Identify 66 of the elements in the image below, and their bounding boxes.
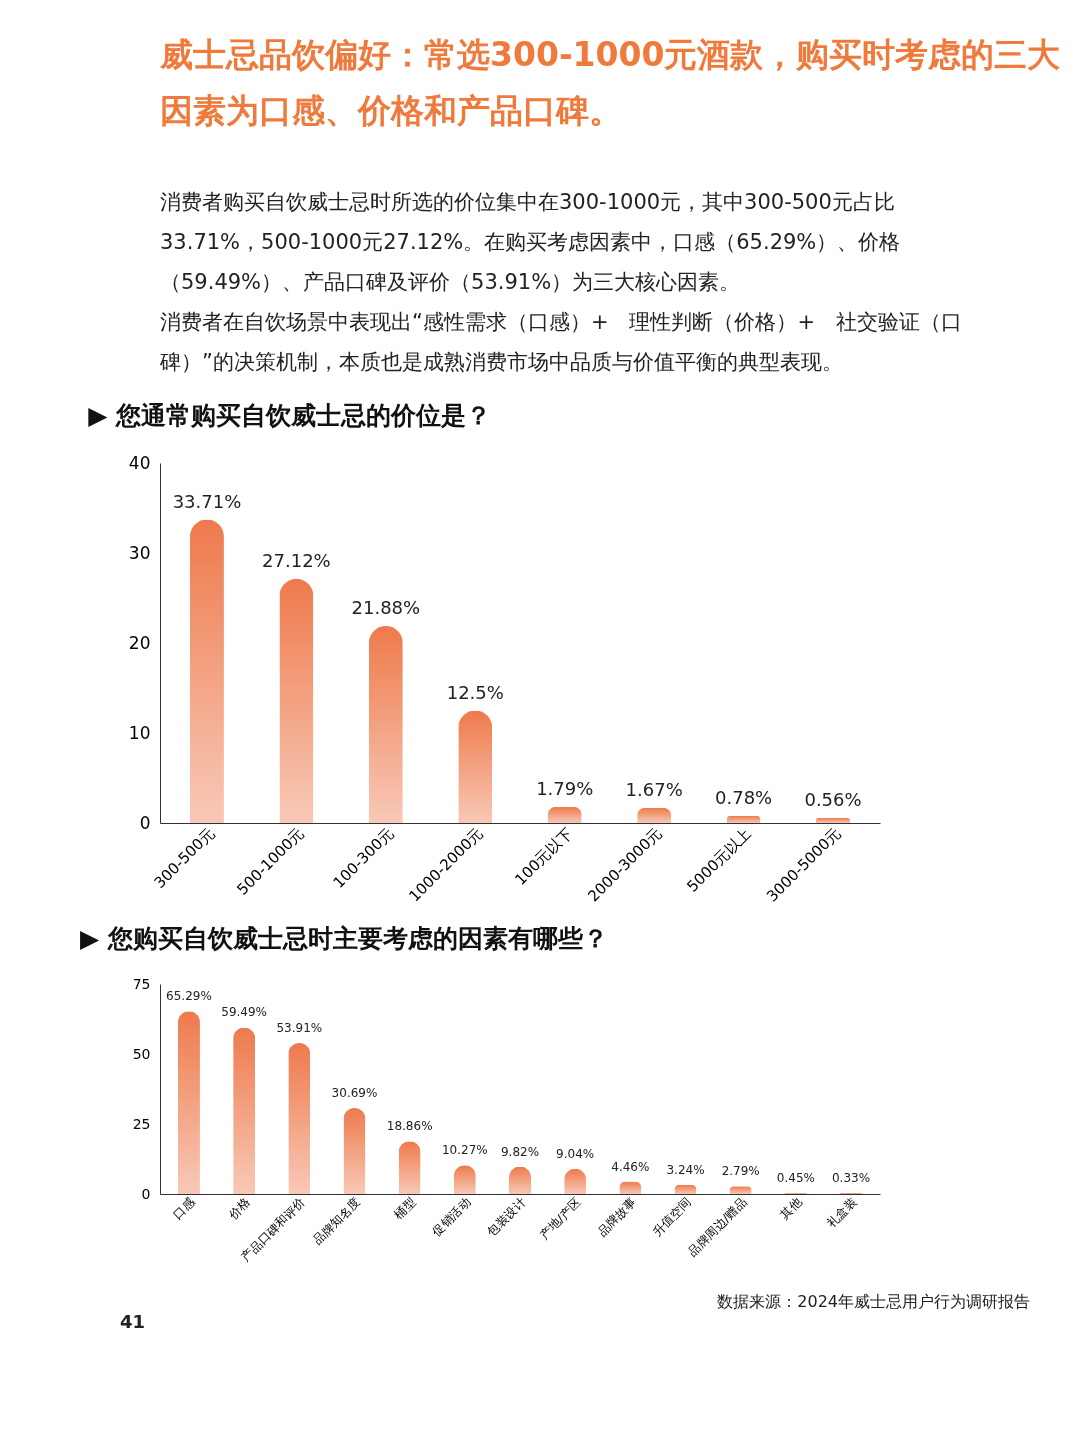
y-tick-label: 50 bbox=[132, 1045, 151, 1062]
data-label: 0.78% bbox=[715, 786, 773, 808]
data-label: 1.67% bbox=[625, 778, 683, 800]
bar bbox=[726, 815, 761, 823]
bar bbox=[343, 1108, 366, 1194]
x-tick-label: 桶型 bbox=[391, 1195, 419, 1222]
data-label: 0.33% bbox=[831, 1171, 871, 1186]
text: 消费者购买自饮威士忌时所选的价位集中在300-1000元，其中300-500元占比 bbox=[160, 190, 895, 214]
data-label: 30.69% bbox=[331, 1086, 378, 1101]
text: 碑）”的决策机制，本质也是成熟消费市场中品质与价值平衡的典型表现。 bbox=[159, 350, 843, 374]
bar bbox=[547, 806, 582, 823]
source-note: 数据来源：2024年威士忌用户行为调研报告 bbox=[717, 1292, 1030, 1311]
bar bbox=[637, 807, 672, 823]
bar bbox=[189, 519, 224, 823]
y-tick-label: 75 bbox=[132, 975, 151, 992]
y-tick-label: 40 bbox=[128, 452, 151, 473]
x-tick-label: 促销活动 bbox=[429, 1195, 474, 1239]
text: （59.49%）、产品口碑及评价（53.91%）为三大核心因素。 bbox=[160, 270, 741, 294]
x-tick-label: 口感 bbox=[170, 1195, 198, 1222]
bar bbox=[177, 1011, 200, 1194]
data-label: 0.56% bbox=[804, 788, 862, 810]
data-label: 33.71% bbox=[172, 490, 242, 512]
data-label: 3.24% bbox=[666, 1162, 705, 1177]
chart-title: ▶ 您购买自饮威士忌时主要考虑的因素有哪些？ bbox=[80, 924, 608, 953]
y-tick-label: 0 bbox=[139, 812, 151, 833]
data-label: 9.82% bbox=[500, 1144, 540, 1159]
bar bbox=[398, 1141, 421, 1194]
data-label: 0.45% bbox=[776, 1170, 815, 1185]
data-label: 4.46% bbox=[611, 1159, 650, 1174]
chart-title: ▶ 您通常购买自饮威士忌的价位是？ bbox=[88, 401, 492, 430]
x-tick-label: 100元以下 bbox=[511, 824, 577, 889]
x-tick-label: 产地/产区 bbox=[536, 1195, 584, 1242]
data-label: 2.79% bbox=[721, 1164, 760, 1179]
x-tick-label: 礼盒装 bbox=[824, 1195, 860, 1231]
x-tick-label: 其他 bbox=[777, 1195, 805, 1222]
x-tick-label: 品牌故事 bbox=[594, 1195, 639, 1239]
bar bbox=[368, 626, 403, 823]
data-label: 65.29% bbox=[166, 989, 212, 1004]
y-tick-label: 25 bbox=[132, 1115, 151, 1132]
text: 威士忌品饮偏好：常选300-1000元酒款，购买时考虑的三大因素为口感、价格和产品口碑。 bbox=[159, 35, 1061, 130]
y-tick-label: 20 bbox=[128, 632, 151, 653]
y-tick-label: 30 bbox=[128, 542, 151, 563]
bar bbox=[233, 1027, 256, 1194]
data-label: 27.12% bbox=[262, 549, 331, 571]
data-label: 18.86% bbox=[386, 1119, 433, 1134]
data-label: 10.27% bbox=[441, 1143, 488, 1158]
y-tick-label: 10 bbox=[128, 722, 151, 743]
text: 41 bbox=[120, 1311, 146, 1332]
bar bbox=[288, 1043, 311, 1194]
bar bbox=[279, 578, 314, 823]
data-label: 21.88% bbox=[351, 597, 421, 619]
text: 消费者在自饮场景中表现出“感性需求（口感）+ 理性判断（价格）+ 社交验证（口 bbox=[160, 310, 963, 334]
data-label: 53.91% bbox=[276, 1021, 323, 1036]
data-label: 12.5% bbox=[446, 681, 504, 703]
x-tick-label: 升值空间 bbox=[650, 1195, 694, 1239]
x-tick-label: 包装设计 bbox=[484, 1195, 529, 1239]
data-label: 9.04% bbox=[556, 1146, 595, 1161]
data-label: 59.49% bbox=[221, 1005, 268, 1020]
x-tick-label: 价格 bbox=[225, 1195, 253, 1223]
text: 33.71%，500-1000元27.12%。在购买考虑因素中，口感（65.29%）、价格 bbox=[160, 230, 901, 254]
bar bbox=[458, 710, 493, 823]
x-tick-label: 品牌知名度 bbox=[310, 1195, 363, 1248]
y-tick-label: 0 bbox=[141, 1185, 151, 1202]
bar bbox=[816, 817, 851, 823]
data-label: 1.79% bbox=[536, 777, 594, 799]
bar bbox=[674, 1184, 697, 1194]
